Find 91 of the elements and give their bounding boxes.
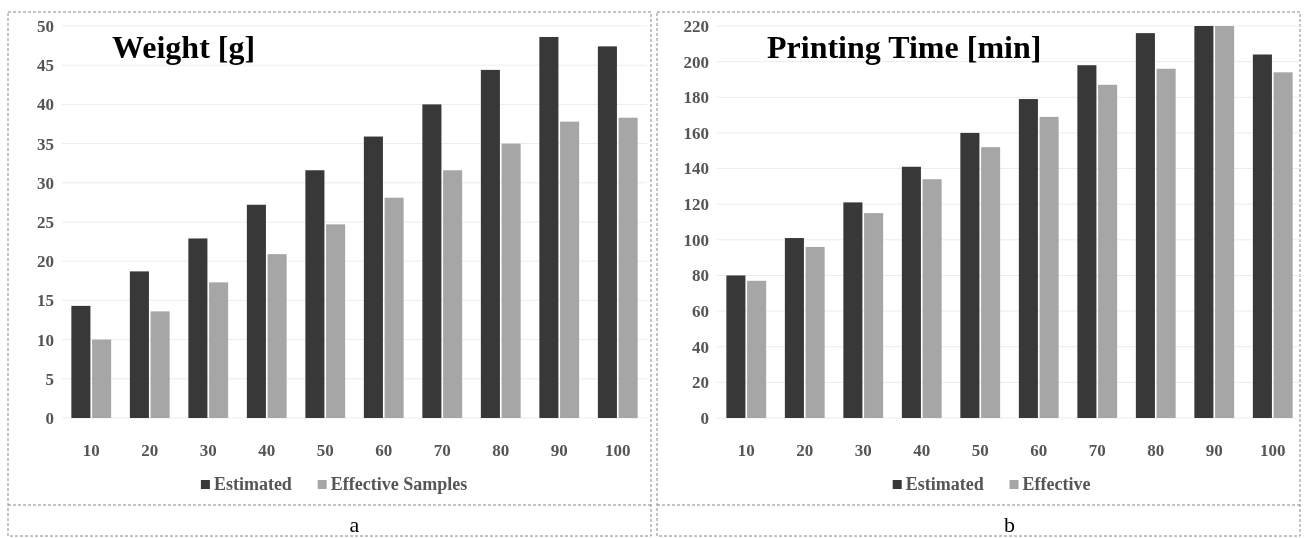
bar [1215, 26, 1235, 418]
x-tick-label: 40 [913, 441, 931, 460]
x-tick-label: 100 [605, 441, 631, 460]
x-tick-label: 70 [433, 441, 451, 460]
y-tick-label: 200 [683, 52, 709, 72]
y-tick-label: 60 [692, 302, 709, 322]
bar [384, 197, 404, 418]
bar [922, 179, 942, 418]
x-tick-label: 90 [550, 441, 568, 460]
x-tick-label: 10 [737, 441, 755, 460]
bar [784, 238, 804, 418]
y-tick-label: 220 [683, 16, 709, 36]
x-tick-label: 20 [796, 441, 814, 460]
chart-title: Weight [g] [112, 29, 256, 65]
x-tick-label: 20 [141, 441, 159, 460]
bar [864, 213, 884, 418]
y-tick-label: 5 [45, 369, 54, 389]
bar [747, 280, 767, 418]
y-tick-label: 35 [37, 134, 54, 154]
y-tick-label: 10 [37, 330, 54, 350]
bar [1039, 116, 1059, 418]
y-tick-label: 0 [700, 408, 709, 428]
bar [363, 136, 383, 418]
bar [901, 166, 921, 418]
y-tick-label: 45 [37, 56, 54, 76]
bar [1273, 72, 1293, 418]
bar [1135, 33, 1155, 418]
bar [209, 282, 229, 418]
bar [246, 204, 266, 418]
x-tick-label: 90 [1205, 441, 1223, 460]
bar [1077, 65, 1097, 418]
x-tick-label: 100 [1260, 441, 1286, 460]
bar [539, 36, 559, 418]
y-tick-label: 120 [683, 195, 709, 215]
x-tick-label: 60 [375, 441, 393, 460]
y-tick-label: 0 [45, 408, 54, 428]
bar [305, 170, 325, 418]
x-tick-label: 70 [1088, 441, 1106, 460]
bar [1252, 54, 1272, 418]
text: b [1004, 512, 1015, 537]
bar [981, 147, 1001, 418]
x-tick-label: 60 [1030, 441, 1048, 460]
bar [443, 170, 463, 418]
bar [267, 254, 287, 418]
bar [501, 143, 521, 418]
y-tick-label: 100 [683, 230, 709, 250]
bar [188, 238, 208, 418]
y-tick-label: 180 [683, 88, 709, 108]
x-tick-label: 30 [854, 441, 872, 460]
y-tick-label: 20 [692, 373, 709, 393]
x-tick-label: 80 [1147, 441, 1165, 460]
bar [805, 246, 825, 418]
y-tick-label: 30 [37, 173, 54, 193]
chart-title: Printing Time [min] [767, 29, 1042, 65]
bar [1194, 26, 1214, 418]
y-tick-label: 20 [37, 252, 54, 272]
bar [129, 271, 149, 418]
bar [1098, 84, 1118, 418]
bar [422, 104, 442, 418]
y-tick-label: 50 [37, 16, 54, 36]
legend-label: Effective Samples [330, 474, 468, 494]
legend-label: Effective [1022, 474, 1091, 494]
bar [843, 202, 863, 418]
bar [560, 121, 580, 418]
y-tick-label: 140 [683, 159, 709, 179]
y-tick-label: 15 [37, 291, 54, 311]
bar [618, 117, 638, 418]
bar [480, 69, 500, 418]
x-tick-label: 30 [199, 441, 217, 460]
bar [960, 132, 980, 418]
x-tick-label: 50 [971, 441, 989, 460]
y-tick-label: 160 [683, 123, 709, 143]
bar [1018, 99, 1038, 418]
x-tick-label: 10 [82, 441, 100, 460]
bar [726, 275, 746, 418]
x-tick-label: 40 [258, 441, 276, 460]
x-tick-label: 50 [316, 441, 334, 460]
bar [1156, 68, 1176, 418]
bar [71, 305, 91, 418]
y-tick-label: 25 [37, 212, 54, 232]
x-tick-label: 80 [492, 441, 510, 460]
y-tick-label: 40 [692, 337, 709, 357]
bar [326, 224, 346, 418]
legend-label: Estimated [213, 474, 292, 494]
text: a [349, 512, 360, 537]
bar [150, 311, 170, 418]
bar [597, 46, 617, 418]
legend-label: Estimated [905, 474, 984, 494]
y-tick-label: 40 [37, 95, 54, 115]
y-tick-label: 80 [692, 266, 709, 286]
bar [92, 339, 112, 418]
